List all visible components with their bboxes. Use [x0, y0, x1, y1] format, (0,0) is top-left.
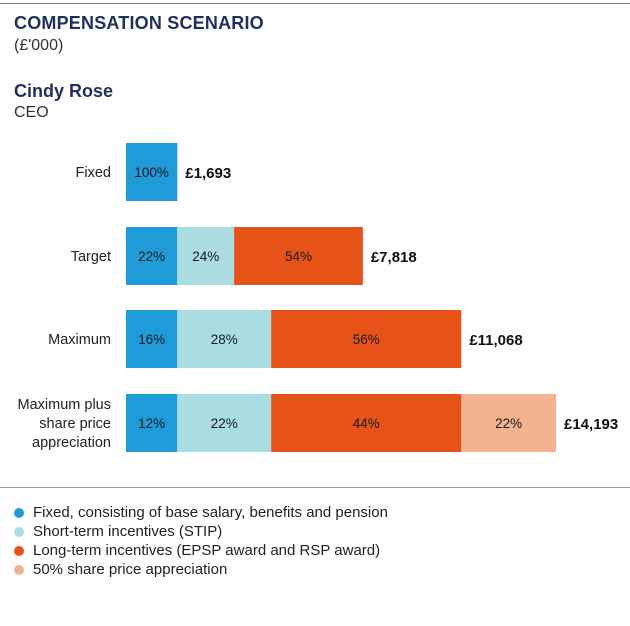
chart-unit: (£'000): [14, 37, 64, 54]
legend-item-stip: Short-term incentives (STIP): [14, 522, 388, 541]
bar-segment: [177, 227, 235, 285]
legend-dot-stip: [14, 526, 24, 537]
category-label: Maximum plus: [18, 397, 111, 413]
legend-label-ltip: Long-term incentives (EPSP award and RSP…: [33, 542, 381, 559]
bar-segment: [271, 310, 462, 368]
segment-percent-label: 22%: [495, 416, 522, 431]
total-label: £11,068: [469, 332, 522, 349]
person-role: CEO: [14, 104, 49, 121]
legend-dot-fixed: [14, 507, 24, 518]
category-label: Target: [71, 249, 111, 265]
total-label: £7,818: [371, 249, 417, 266]
category-label: share price: [39, 416, 111, 432]
legend-item-ltip: Long-term incentives (EPSP award and RSP…: [14, 541, 388, 560]
bar-segment: [126, 310, 178, 368]
legend-dot-ltip: [14, 545, 24, 556]
bar-segment: [271, 394, 462, 452]
segment-percent-label: 28%: [211, 332, 238, 347]
legend-label-share: 50% share price appreciation: [33, 561, 228, 578]
segment-percent-label: 24%: [192, 249, 219, 264]
category-label: Maximum: [48, 332, 111, 348]
segment-percent-label: 54%: [285, 249, 312, 264]
bar-segment: [126, 143, 178, 201]
legend-item-share: 50% share price appreciation: [14, 560, 388, 579]
chart-title: COMPENSATION SCENARIO: [14, 13, 264, 33]
bar-segment: [461, 394, 556, 452]
segment-percent-label: 100%: [134, 165, 169, 180]
segment-percent-label: 22%: [138, 249, 165, 264]
bar-segment: [177, 310, 272, 368]
bar-segment: [126, 394, 178, 452]
legend-item-fixed: Fixed, consisting of base salary, benefi…: [14, 503, 388, 522]
bar-segment: [126, 227, 178, 285]
category-label: appreciation: [32, 435, 111, 451]
bottom-rule: [0, 487, 630, 488]
chart-legend: Fixed, consisting of base salary, benefi…: [14, 503, 388, 579]
segment-percent-label: 22%: [211, 416, 238, 431]
segment-percent-label: 16%: [138, 332, 165, 347]
bar-segment: [177, 394, 272, 452]
segment-percent-label: 12%: [138, 416, 165, 431]
bar-segment: [234, 227, 363, 285]
legend-label-stip: Short-term incentives (STIP): [33, 523, 223, 540]
total-label: £14,193: [564, 416, 618, 433]
total-label: £1,693: [185, 165, 231, 182]
category-label: Fixed: [76, 165, 111, 181]
compensation-chart: Fixed 100% £1,693 Target 22% 24% 54% £7,818 Maxi…: [18, 143, 618, 452]
person-name: Cindy Rose: [14, 81, 114, 101]
segment-percent-label: 56%: [353, 332, 380, 347]
legend-label-fixed: Fixed, consisting of base salary, benefi…: [33, 504, 388, 521]
legend-dot-share: [14, 564, 24, 575]
segment-percent-label: 44%: [353, 416, 380, 431]
top-rule: [0, 3, 630, 4]
